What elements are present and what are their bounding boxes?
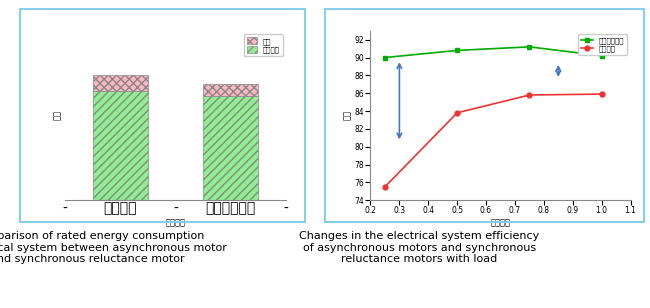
Bar: [203, 95, 259, 200]
Legend: 同步磁院电机, 异步电机: 同步磁院电机, 异步电机: [578, 34, 627, 55]
Bar: [93, 75, 148, 91]
异步电机: [381, 185, 389, 189]
Text: Comparison of rated energy consumption
of electrical system between asynchronous: Comparison of rated energy consumption o…: [0, 231, 227, 264]
同步磁院电机: [453, 49, 461, 52]
Legend: 损耗, 输出能耗: 损耗, 输出能耗: [244, 34, 283, 56]
Bar: [203, 84, 259, 95]
Bar: [93, 91, 148, 200]
异步电机: [453, 111, 461, 115]
异步电机: [598, 92, 606, 96]
异步电机: [525, 93, 533, 97]
同步磁院电机: [598, 54, 606, 58]
Line: 异步电机: 异步电机: [382, 92, 604, 189]
同步磁院电机: [381, 56, 389, 59]
同步磁院电机: [525, 45, 533, 49]
X-axis label: 电机类型: 电机类型: [166, 218, 185, 227]
Text: Changes in the electrical system efficiency
of asynchronous motors and synchrono: Changes in the electrical system efficie…: [299, 231, 540, 264]
Y-axis label: 能耗: 能耗: [53, 111, 62, 120]
Y-axis label: 效率: 效率: [343, 111, 352, 120]
Line: 同步磁院电机: 同步磁院电机: [382, 44, 604, 60]
X-axis label: 载荷系数: 载荷系数: [491, 218, 510, 227]
